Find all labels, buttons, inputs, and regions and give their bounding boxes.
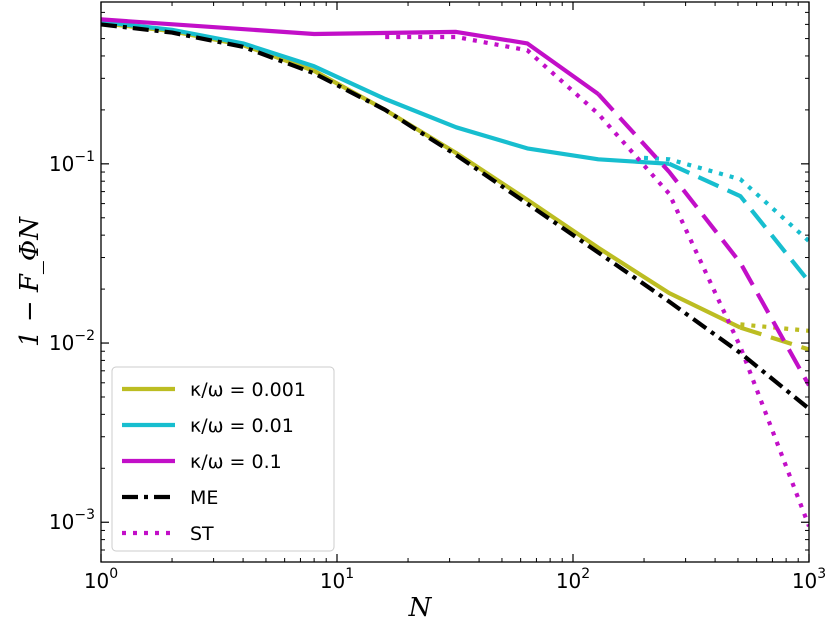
y-axis-title: 1 − F_ΦN xyxy=(15,216,45,347)
x-tick-label: 102 xyxy=(556,566,590,593)
series-line-0-1-me-solid xyxy=(101,17,600,96)
ticks-layer: 100 101 102 103 10−1 10−2 10−3 xyxy=(49,2,826,593)
legend-label-0-01: κ/ω = 0.01 xyxy=(190,415,294,437)
legend-label-st: ST xyxy=(190,523,214,545)
series-layer xyxy=(101,17,809,527)
series-line-me-me-dashdot xyxy=(101,22,809,411)
legend-box xyxy=(111,366,335,552)
x-tick-label: 103 xyxy=(792,566,826,593)
legend-label-me: ME xyxy=(190,487,218,509)
x-axis-title: N xyxy=(408,593,433,622)
legend-label-0-1: κ/ω = 0.1 xyxy=(190,451,282,473)
series-line-0-1-st-dotted xyxy=(385,34,809,527)
plot-frame xyxy=(100,1,810,563)
y-tick-label: 10−3 xyxy=(49,507,95,534)
y-tick-label: 10−2 xyxy=(49,328,95,355)
x-tick-label: 101 xyxy=(320,566,354,593)
series-line-0-01-mpo-dashed xyxy=(668,161,809,284)
series-line-0-01-st-dotted xyxy=(643,155,809,243)
series-line-0-001-me-solid xyxy=(101,21,742,330)
x-tick-label: 100 xyxy=(84,566,118,593)
series-line-0-001-mpo-dashed xyxy=(739,325,809,352)
series-line-0-1-mpo-dashed xyxy=(596,92,809,387)
legend-label-0-001: κ/ω = 0.001 xyxy=(190,379,306,401)
series-line-0-01-me-solid xyxy=(101,19,670,166)
legend: κ/ω = 0.001 κ/ω = 0.01 κ/ω = 0.1 ME ST xyxy=(111,366,335,552)
y-tick-label: 10−1 xyxy=(49,149,95,176)
